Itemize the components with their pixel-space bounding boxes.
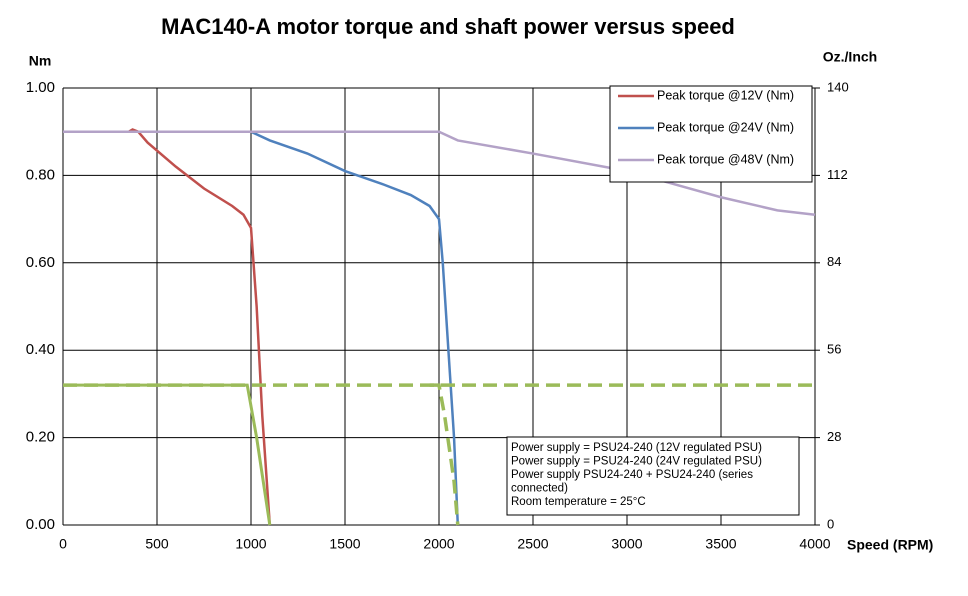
- annotation: connected): [511, 483, 568, 495]
- x-axis-label: Speed (RPM): [847, 537, 933, 553]
- y-axis-label: Nm: [29, 53, 52, 69]
- x-tick-label: 3500: [705, 536, 736, 552]
- y2-tick-label: 140: [827, 79, 849, 94]
- legend-label: Peak torque @12V (Nm): [657, 88, 794, 102]
- y-tick-label: 0.00: [26, 516, 55, 533]
- y2-tick-label: 84: [827, 254, 841, 269]
- series-line: [63, 383, 272, 526]
- annotation: Power supply = PSU24-240 (24V regulated …: [511, 456, 762, 468]
- x-tick-label: 4000: [799, 536, 830, 552]
- legend-box: [609, 85, 813, 183]
- series-line: [63, 128, 272, 526]
- x-tick-label: 2500: [517, 536, 548, 552]
- y-tick-label: 0.80: [26, 166, 55, 183]
- x-tick-label: 2000: [423, 536, 454, 552]
- x-tick-label: 3000: [611, 536, 642, 552]
- chart-title: MAC140-A motor torque and shaft power ve…: [161, 14, 735, 39]
- series-line: [429, 383, 460, 526]
- y2-tick-label: 0: [827, 516, 834, 531]
- annotation-box: [506, 436, 800, 516]
- annotation: Room temperature = 25°C: [511, 496, 646, 508]
- x-tick-label: 500: [145, 536, 169, 552]
- x-tick-label: 1500: [329, 536, 360, 552]
- y2-tick-label: 112: [827, 167, 848, 182]
- y-tick-label: 0.60: [26, 254, 55, 271]
- y-tick-label: 0.20: [26, 429, 55, 446]
- annotation: Power supply = PSU24-240 (12V regulated …: [511, 442, 762, 454]
- y-tick-label: 1.00: [26, 79, 55, 96]
- series-line: [63, 130, 460, 526]
- annotation: Power supply PSU24-240 + PSU24-240 (seri…: [511, 469, 753, 481]
- x-tick-label: 0: [59, 536, 67, 552]
- y2-tick-label: 28: [827, 429, 841, 444]
- legend-label: Peak torque @24V (Nm): [657, 120, 794, 134]
- y-tick-label: 0.40: [26, 341, 55, 358]
- x-tick-label: 1000: [235, 536, 266, 552]
- series-line: [63, 130, 816, 216]
- y2-axis-label: Oz./Inch: [823, 49, 877, 65]
- legend-label: Peak torque @48V (Nm): [657, 152, 794, 166]
- y2-tick-label: 56: [827, 342, 841, 357]
